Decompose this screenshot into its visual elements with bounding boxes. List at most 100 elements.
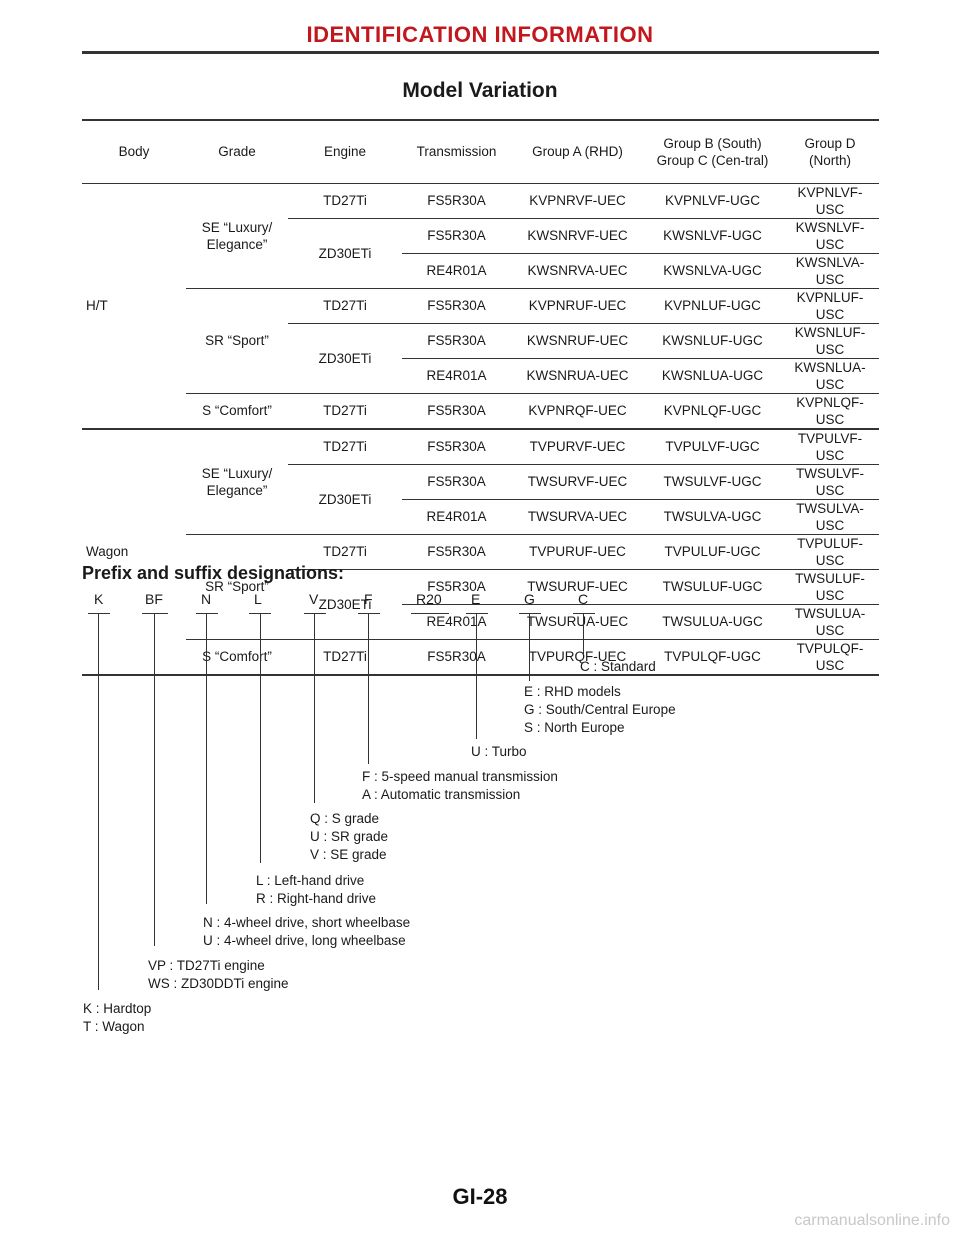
- transmission-cell: RE4R01A: [402, 604, 511, 640]
- code-g: G: [524, 591, 535, 607]
- code-underline: [304, 613, 326, 614]
- group-bc-cell: TWSULVF-UGC: [644, 464, 781, 500]
- legend-line: F : 5-speed manual transmission: [362, 769, 558, 784]
- ht-rows: H/T SE “Luxury/ Elegance” TD27Ti FS5R30A…: [82, 183, 879, 429]
- group-d-cell: KWSNLUA-USC: [781, 358, 879, 394]
- legend-line: E : RHD models: [524, 684, 621, 699]
- legend-f: F : 5-speed manual transmission A : Auto…: [362, 768, 558, 804]
- legend-line: U : 4-wheel drive, long wheelbase: [203, 933, 406, 948]
- group-a-cell: KWSNRVA-UEC: [511, 253, 644, 289]
- legend-line: V : SE grade: [310, 847, 387, 862]
- table-row: RE4R01A KWSNRUA-UEC KWSNLUA-UGC KWSNLUA-…: [82, 358, 879, 394]
- group-a-cell: TWSURVF-UEC: [511, 464, 644, 500]
- transmission-cell: FS5R30A: [402, 533, 511, 570]
- section-header: IDENTIFICATION INFORMATION: [306, 22, 654, 47]
- transmission-cell: FS5R30A: [402, 218, 511, 254]
- watermark: carmanualsonline.info: [794, 1212, 950, 1229]
- engine-cell: ZD30ETi: [318, 596, 372, 612]
- code-bf: BF: [145, 591, 163, 607]
- legend-l: L : Left-hand drive R : Right-hand drive: [256, 872, 376, 908]
- transmission-cell: FS5R30A: [402, 392, 511, 429]
- group-a-cell: TWSURVA-UEC: [511, 499, 644, 535]
- group-a-cell: TVPURUF-UEC: [511, 533, 644, 570]
- group-bc-cell: TVPULUF-UGC: [644, 533, 781, 570]
- legend-e: U : Turbo: [471, 743, 527, 761]
- table-row: Wagon SE “Luxury/ Elegance” TD27Ti FS5R3…: [82, 427, 879, 675]
- grade-se: SE “Luxury/ Elegance”: [201, 219, 273, 252]
- code-f: F: [364, 591, 373, 607]
- legend-line: N : 4-wheel drive, short wheelbase: [203, 915, 411, 930]
- table-row: ZD30ETi FS5R30A TWSURVF-UEC TWSULVF-UGC …: [82, 464, 879, 507]
- table-row: SR “Sport” TD27Ti FS5R30A TVPURUF-UEC TV…: [82, 533, 879, 639]
- group-d-cell: KWSNLUF-USC: [781, 323, 879, 359]
- header-rule: [82, 51, 879, 54]
- code-underline: [142, 613, 168, 614]
- group-bc-cell: KWSNLUF-UGC: [644, 323, 781, 359]
- group-a-cell: KWSNRVF-UEC: [511, 218, 644, 254]
- transmission-cell: RE4R01A: [402, 358, 511, 394]
- transmission-cell: FS5R30A: [402, 638, 511, 675]
- group-a-cell: KWSNRUF-UEC: [511, 323, 644, 359]
- code-l: L: [254, 591, 262, 607]
- transmission-cell: FS5R30A: [402, 183, 511, 219]
- model-variation-table: Body Grade Engine Transmission Group A (…: [82, 119, 879, 676]
- group-bc-cell: KVPNLVF-UGC: [644, 183, 781, 219]
- code-n: N: [201, 591, 212, 607]
- code-underline: [196, 613, 218, 614]
- group-d-cell: KVPNLVF-USC: [781, 183, 879, 219]
- legend-line: VP : TD27Ti engine: [148, 958, 265, 973]
- transmission-cell: FS5R30A: [402, 464, 511, 500]
- engine-cell: TD27Ti: [288, 183, 402, 219]
- code-underline: [519, 613, 541, 614]
- header-transmission: Transmission: [402, 120, 511, 184]
- header-group-a: Group A (RHD): [511, 120, 644, 184]
- group-bc-cell: KVPNLQF-UGC: [644, 392, 781, 429]
- table-row: S “Comfort” TD27Ti FS5R30A KVPNRQF-UEC K…: [82, 392, 879, 429]
- leader-line-l: [260, 613, 261, 863]
- leader-line-bf: [154, 613, 155, 946]
- grade-sr: SR “Sport”: [186, 533, 288, 639]
- body-wagon: Wagon: [82, 427, 186, 675]
- legend-n: N : 4-wheel drive, short wheelbase U : 4…: [203, 914, 410, 950]
- group-a-cell: KVPNRVF-UEC: [511, 183, 644, 219]
- engine-cell: TD27Ti: [288, 427, 402, 465]
- leader-line-g: [529, 613, 530, 681]
- prefix-heading: Prefix and suffix designations:: [82, 563, 345, 583]
- table-row: H/T SE “Luxury/ Elegance” TD27Ti FS5R30A…: [82, 183, 879, 313]
- header-group-bc: Group B (South) Group C (Cen-tral): [644, 120, 781, 184]
- legend-line: S : North Europe: [524, 720, 625, 735]
- group-a-cell: TWSURUA-UEC: [511, 604, 644, 640]
- legend-line: A : Automatic transmission: [362, 787, 521, 802]
- group-a-cell: KVPNRQF-UEC: [511, 392, 644, 429]
- code-c: C: [578, 591, 589, 607]
- leader-line-f: [368, 613, 369, 764]
- page-title: Model Variation: [402, 79, 558, 102]
- group-bc-cell: TWSULVA-UGC: [644, 499, 781, 535]
- group-bc-cell: KWSNLVF-UGC: [644, 218, 781, 254]
- code-underline: [466, 613, 488, 614]
- engine-cell: TD27Ti: [288, 392, 402, 429]
- engine-cell: TD27Ti: [288, 533, 402, 570]
- transmission-cell: RE4R01A: [402, 253, 511, 289]
- group-a-cell: KWSNRUA-UEC: [511, 358, 644, 394]
- legend-line: WS : ZD30DDTi engine: [148, 976, 289, 991]
- table-row: ZD30ETi FS5R30A KWSNRVF-UEC KWSNLVF-UGC …: [82, 218, 879, 261]
- transmission-cell: FS5R30A: [402, 287, 511, 324]
- group-d-cell: TWSULVA-USC: [781, 499, 879, 535]
- group-bc-cell: KVPNLUF-UGC: [644, 287, 781, 324]
- leader-line-k: [98, 613, 99, 990]
- engine-cell: ZD30ETi: [318, 350, 372, 366]
- group-d-cell: TVPULUF-USC: [781, 533, 879, 570]
- group-a-cell: TVPURVF-UEC: [511, 427, 644, 465]
- leader-line-c: [583, 613, 584, 655]
- engine-cell: TD27Ti: [288, 638, 402, 675]
- header-group-d: Group D (North): [781, 120, 879, 184]
- code-e: E: [471, 591, 481, 607]
- code-underline: [358, 613, 380, 614]
- group-a-cell: KVPNRUF-UEC: [511, 287, 644, 324]
- table-row: RE4R01A TWSURUA-UEC TWSULUA-UGC TWSULUA-…: [82, 604, 879, 640]
- group-d-cell: TWSULUA-USC: [781, 604, 879, 640]
- legend-line: T : Wagon: [83, 1019, 145, 1034]
- legend-bf: VP : TD27Ti engine WS : ZD30DDTi engine: [148, 957, 289, 993]
- engine-cell: ZD30ETi: [318, 245, 372, 261]
